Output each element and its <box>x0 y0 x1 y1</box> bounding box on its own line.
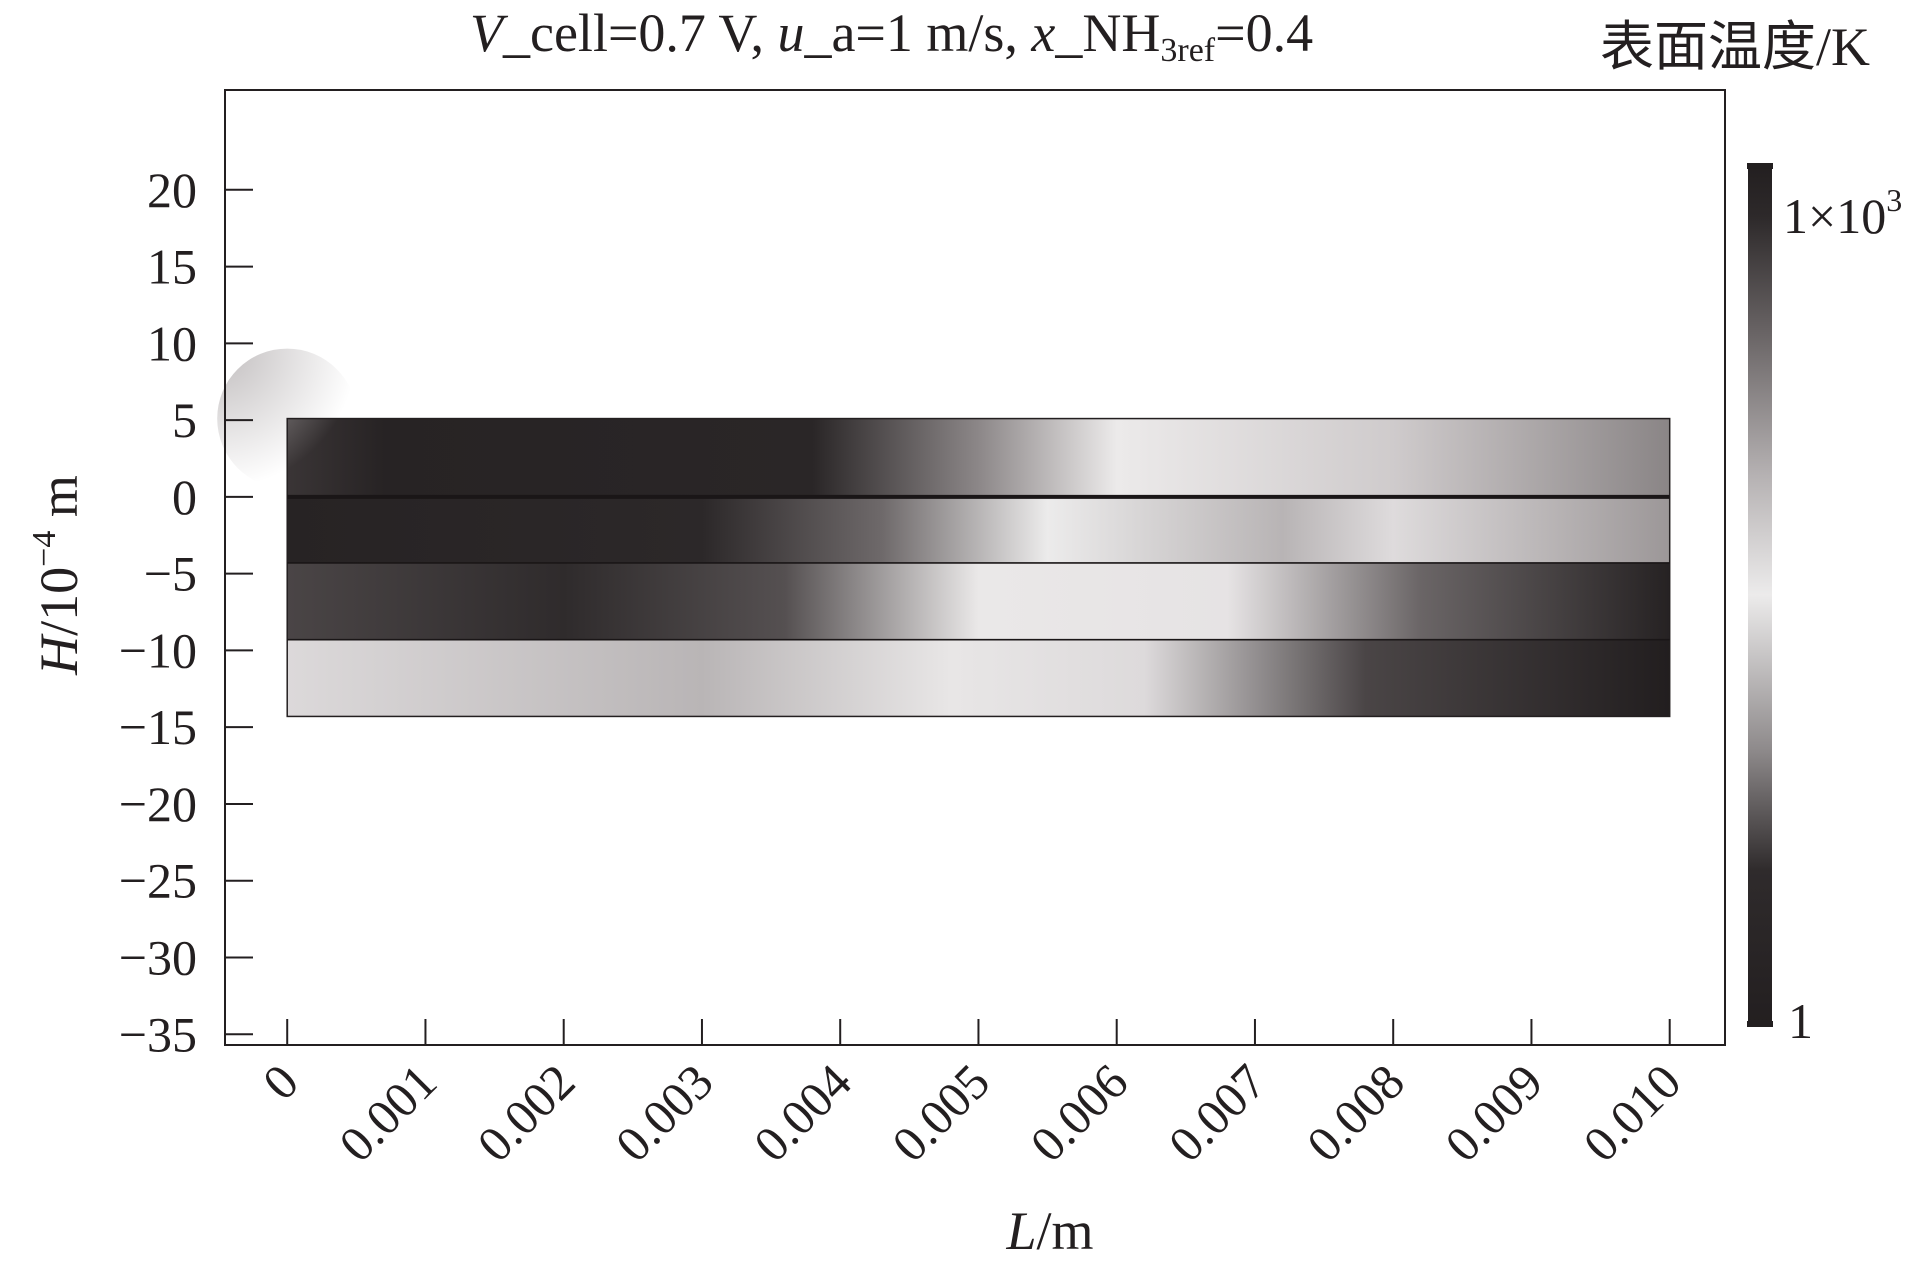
y-tick-label: −30 <box>119 929 197 985</box>
x-tick-label: 0.001 <box>328 1053 447 1172</box>
heatmap-domain-border <box>286 417 1671 718</box>
x-tick-label: 0.006 <box>1019 1053 1138 1172</box>
y-tick-label: −5 <box>144 546 197 602</box>
x-tick-label: 0.003 <box>605 1053 724 1172</box>
x-tick-label: 0.007 <box>1158 1053 1277 1172</box>
y-axis-label: H/10−4 m <box>26 475 89 675</box>
heatmap-band-bottom <box>287 639 1670 717</box>
plot-frame <box>224 89 1726 1046</box>
heatmap-field <box>217 348 1671 718</box>
colorbar-max-cap <box>1747 163 1773 169</box>
x-tick-label: 0.002 <box>466 1053 585 1172</box>
chart-title: V_cell=0.7 V, u_a=1 m/s, x_NH3ref=0.4 <box>470 3 1314 69</box>
y-tick-label: 5 <box>172 392 197 448</box>
heatmap-band-top <box>287 418 1670 497</box>
x-tick-label: 0.005 <box>881 1053 1000 1172</box>
y-tick-label: 15 <box>147 239 197 295</box>
x-axis-label: L/m <box>1006 1201 1094 1261</box>
x-tick-label: 0.010 <box>1572 1053 1691 1172</box>
colorbar-gradient <box>1748 165 1772 1025</box>
y-tick-label: 10 <box>147 315 197 371</box>
colorbar-min-cap <box>1747 1021 1773 1027</box>
y-tick-label: −10 <box>119 622 197 678</box>
y-tick-label: −25 <box>119 853 197 909</box>
x-tick-label: 0.004 <box>743 1053 862 1172</box>
y-tick-label: −35 <box>119 1006 197 1062</box>
y-tick-label: 20 <box>147 162 197 218</box>
x-tick-label: 0.009 <box>1434 1053 1553 1172</box>
colorbar <box>1747 163 1773 1027</box>
x-tick-label: 0.008 <box>1296 1053 1415 1172</box>
y-tick-label: 0 <box>172 469 197 525</box>
y-tick-label: −20 <box>119 776 197 832</box>
y-tick-label: −15 <box>119 699 197 755</box>
colorbar-min-label: 1 <box>1788 993 1813 1049</box>
heatmap-band-middle <box>287 496 1670 563</box>
heatmap-band-lower <box>287 562 1670 640</box>
colorbar-max-label: 1×103 <box>1783 182 1903 244</box>
colorbar-title: 表面温度/K <box>1600 17 1870 77</box>
x-tick-label: 0 <box>252 1053 309 1110</box>
